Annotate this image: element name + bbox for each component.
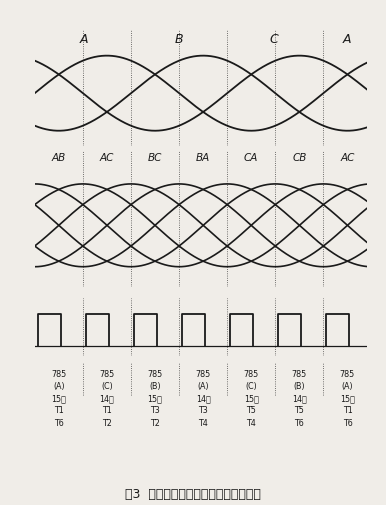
Text: BA: BA [196,153,210,163]
Text: 785
(B)
15脚
T3
T2: 785 (B) 15脚 T3 T2 [147,369,163,427]
Text: AC: AC [100,153,114,163]
Text: A: A [342,33,351,46]
Text: AB: AB [52,153,66,163]
Text: 785
(A)
14脚
T3
T4: 785 (A) 14脚 T3 T4 [195,369,211,427]
Text: CA: CA [244,153,258,163]
Text: A: A [80,33,88,46]
Text: B: B [175,33,183,46]
Text: 785
(A)
15脚
T1
T6: 785 (A) 15脚 T1 T6 [340,369,355,427]
Text: 785
(C)
14脚
T1
T2: 785 (C) 14脚 T1 T2 [99,369,115,427]
Text: 图3  正序输入时整流桥正常工作时序图: 图3 正序输入时整流桥正常工作时序图 [125,487,261,500]
Text: 785
(B)
14脚
T5
T6: 785 (B) 14脚 T5 T6 [292,369,307,427]
Text: C: C [270,33,279,46]
Text: AC: AC [340,153,355,163]
Text: BC: BC [148,153,162,163]
Text: CB: CB [292,153,306,163]
Text: 785
(A)
15脚
T1
T6: 785 (A) 15脚 T1 T6 [51,369,66,427]
Text: 785
(C)
15脚
T5
T4: 785 (C) 15脚 T5 T4 [244,369,259,427]
